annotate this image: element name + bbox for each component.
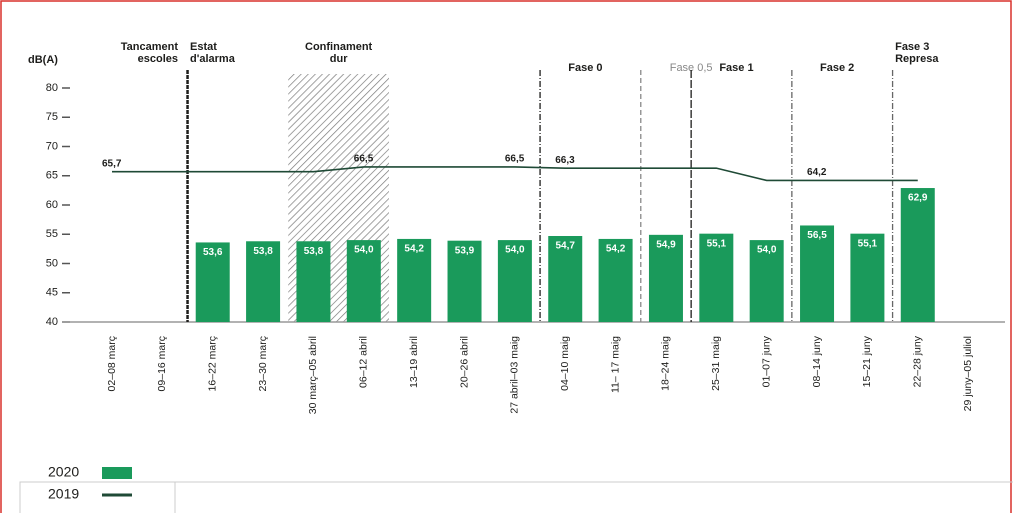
phase-label: Fase 0,5 [670,62,713,74]
x-tick-label: 29 juny–05 juliol [962,336,974,411]
x-tick-label: 16–22 març [207,336,219,391]
bar [447,240,482,322]
y-tick-label: 75 [46,111,58,123]
x-tick-label: 20–26 abril [458,336,470,388]
line-2019 [112,166,918,182]
bar [497,240,532,322]
bar-value-label: 53,8 [253,246,273,257]
y-axis-label: dB(A) [28,54,58,66]
bar [548,236,583,322]
bar [800,225,835,322]
line-value-label: 64,2 [807,167,827,178]
phase-label: d'alarma [190,53,236,65]
panel-edge [19,481,1013,513]
bar [346,240,381,322]
line-value-label: 66,5 [354,154,374,165]
bar-value-label: 54,9 [656,239,676,250]
phase-label: dur [330,53,348,65]
bar-value-label: 54,2 [606,244,626,255]
phase-label: Fase 0 [568,62,602,74]
bar-value-label: 54,0 [505,245,525,256]
bar [699,233,734,322]
bar-value-label: 54,7 [556,241,576,252]
bar [648,234,683,322]
y-tick-label: 70 [46,140,58,152]
bar-value-label: 56,5 [807,230,827,241]
bar-value-label: 54,0 [757,245,777,256]
x-tick-label: 13–19 abril [408,336,420,388]
phase-label: Fase 2 [820,62,854,74]
phase-label: Tancament [121,41,179,53]
x-tick-label: 22–28 juny [912,335,924,387]
x-tick-label: 08–14 juny [811,335,823,387]
y-tick-label: 65 [46,170,58,182]
x-tick-label: 30 març–05 abril [307,336,319,414]
x-tick-label: 15–21 juny [861,335,873,387]
x-tick-label: 04–10 maig [559,336,571,391]
line-value-label: 66,5 [505,154,525,165]
x-tick-label: 11– 17 maig [609,336,621,393]
x-tick-label: 18–24 maig [660,336,672,391]
bar [246,241,281,322]
y-tick-label: 40 [46,316,58,328]
legend-label: 2020 [48,464,79,480]
y-tick-label: 60 [46,199,58,211]
x-tick-label: 02–08 març [106,336,118,391]
bar-value-label: 53,6 [203,247,223,258]
legend-label: 2019 [48,486,79,502]
y-tick-label: 50 [46,257,58,269]
phase-label: Represa [895,53,939,65]
y-tick-label: 55 [46,228,58,240]
y-tick-label: 80 [46,82,58,94]
y-tick-label: 45 [46,287,58,299]
phase-label: Confinament [305,41,373,53]
bar-value-label: 62,9 [908,193,928,204]
bar [397,238,432,322]
bar [195,242,230,322]
bar-value-label: 55,1 [707,238,727,249]
x-tick-label: 01–07 juny [760,335,772,387]
bar-value-label: 53,8 [304,246,324,257]
line-value-label: 65,7 [102,158,122,169]
bar [749,240,784,322]
phase-label: Fase 1 [719,62,753,74]
legend-swatch [102,467,132,479]
bar-value-label: 54,2 [404,244,424,255]
phase-label: Fase 3 [895,41,929,53]
x-tick-label: 06–12 abril [358,336,370,388]
x-tick-label: 25–31 maig [710,336,722,391]
phase-label: escoles [138,53,178,65]
line-value-label: 66,3 [555,155,575,166]
x-tick-label: 27 abril–03 maig [509,336,521,414]
bar [296,241,331,322]
x-tick-label: 09–16 març [156,336,168,391]
bar-value-label: 54,0 [354,245,374,256]
x-tick-label: 23–30 març [257,336,269,391]
bar [598,238,633,322]
bar-value-label: 53,9 [455,245,475,256]
bar [900,188,935,322]
bar [850,233,885,322]
phase-label: Estat [190,41,217,53]
bar-value-label: 55,1 [858,238,878,249]
